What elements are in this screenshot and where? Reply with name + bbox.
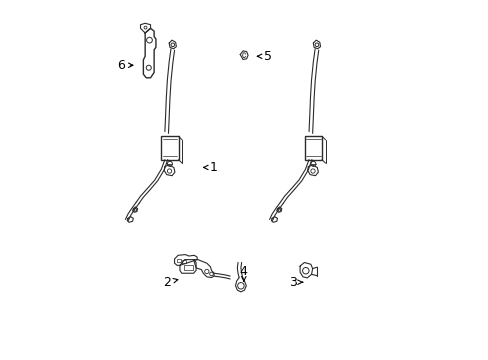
Bar [161,136,178,159]
Text: 6: 6 [117,59,133,72]
Bar [182,260,185,263]
Bar [177,259,181,262]
Text: 5: 5 [257,50,271,63]
Text: 4: 4 [239,265,247,281]
Text: 3: 3 [288,276,302,289]
Bar [304,136,321,159]
Text: 2: 2 [163,276,178,289]
Text: 1: 1 [203,161,218,174]
Bar [183,265,192,270]
